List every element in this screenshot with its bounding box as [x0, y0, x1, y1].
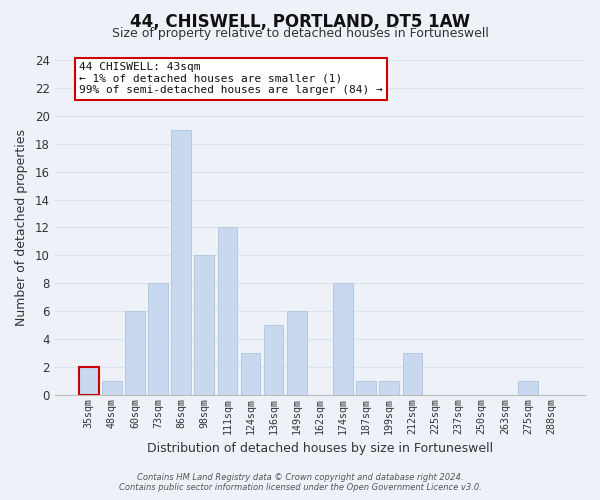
Bar [79, 367, 98, 395]
Y-axis label: Number of detached properties: Number of detached properties [15, 129, 28, 326]
Bar [148, 284, 168, 395]
Bar [264, 325, 283, 395]
Text: 44 CHISWELL: 43sqm
← 1% of detached houses are smaller (1)
99% of semi-detached : 44 CHISWELL: 43sqm ← 1% of detached hous… [79, 62, 383, 96]
Text: 44, CHISWELL, PORTLAND, DT5 1AW: 44, CHISWELL, PORTLAND, DT5 1AW [130, 12, 470, 30]
Bar [172, 130, 191, 395]
Bar [241, 353, 260, 395]
Bar [287, 311, 307, 395]
Bar [379, 381, 399, 395]
Bar [356, 381, 376, 395]
Bar [403, 353, 422, 395]
Bar [125, 311, 145, 395]
Bar [333, 284, 353, 395]
Text: Contains HM Land Registry data © Crown copyright and database right 2024.
Contai: Contains HM Land Registry data © Crown c… [119, 473, 481, 492]
Text: Size of property relative to detached houses in Fortuneswell: Size of property relative to detached ho… [112, 28, 488, 40]
Bar [218, 228, 237, 395]
Bar [518, 381, 538, 395]
Bar [194, 256, 214, 395]
Bar [102, 381, 122, 395]
X-axis label: Distribution of detached houses by size in Fortuneswell: Distribution of detached houses by size … [147, 442, 493, 455]
